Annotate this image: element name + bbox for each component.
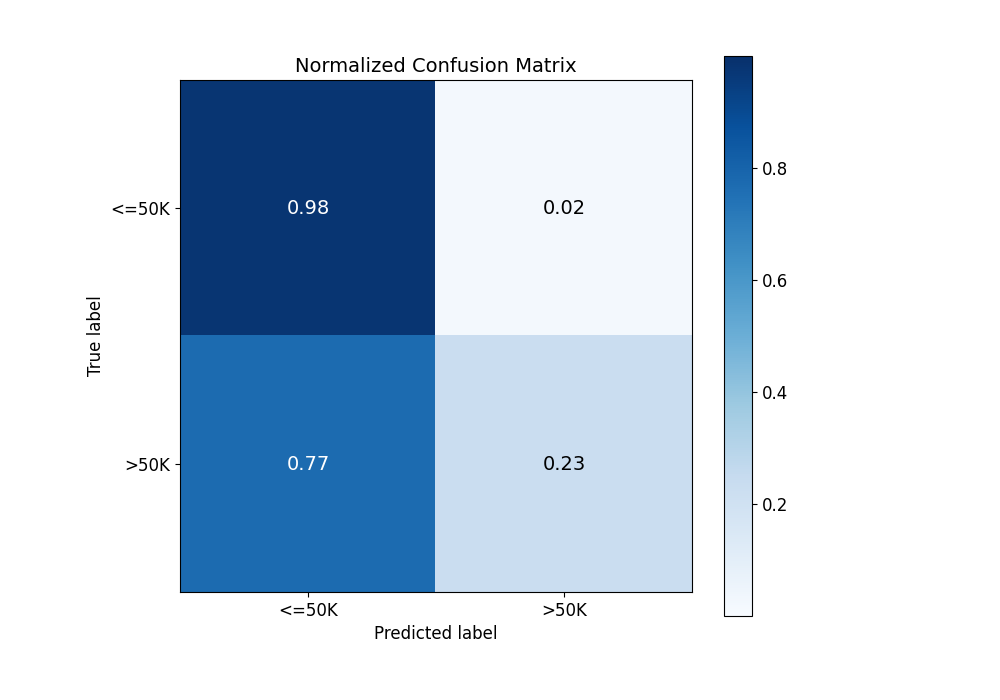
Text: 0.77: 0.77	[286, 454, 330, 473]
Text: 0.98: 0.98	[286, 199, 330, 218]
Text: 0.02: 0.02	[542, 199, 586, 218]
X-axis label: Predicted label: Predicted label	[374, 625, 498, 643]
Y-axis label: True label: True label	[87, 295, 105, 377]
Title: Normalized Confusion Matrix: Normalized Confusion Matrix	[295, 57, 577, 76]
Text: 0.23: 0.23	[542, 454, 586, 473]
